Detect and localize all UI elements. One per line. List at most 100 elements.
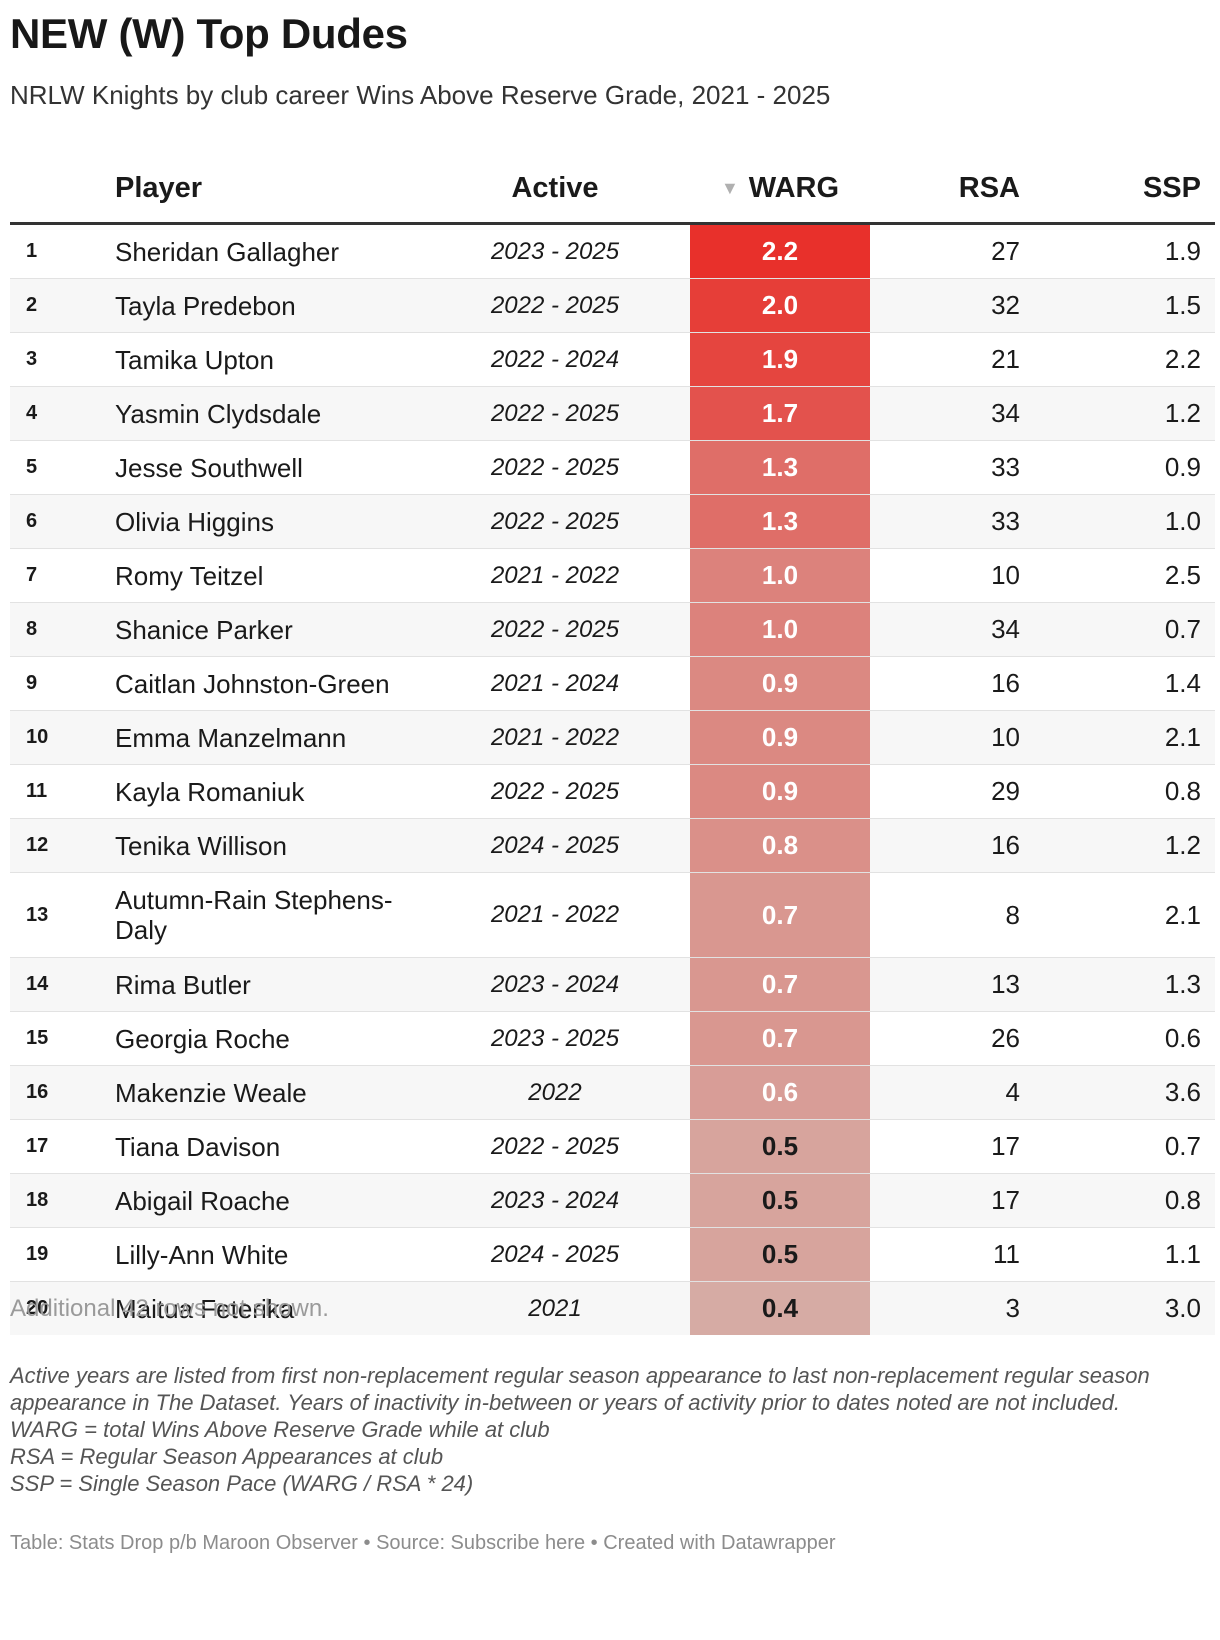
ssp-cell: 2.1 bbox=[1020, 872, 1215, 958]
chart-subtitle: NRLW Knights by club career Wins Above R… bbox=[10, 80, 831, 110]
ssp-cell: 2.5 bbox=[1020, 548, 1215, 603]
rsa-cell: 33 bbox=[870, 440, 1020, 495]
rank-cell: 11 bbox=[10, 764, 115, 819]
ssp-cell: 3.6 bbox=[1020, 1065, 1215, 1120]
player-name-cell: Abigail Roache bbox=[115, 1173, 420, 1228]
warg-cell: 0.7 bbox=[690, 957, 870, 1012]
rows-not-shown-note: Additional 42 rows not shown. bbox=[10, 1295, 329, 1322]
warg-cell: 1.3 bbox=[690, 494, 870, 549]
active-years-cell: 2021 - 2022 bbox=[420, 710, 690, 765]
player-name-cell: Romy Teitzel bbox=[115, 548, 420, 603]
ssp-cell: 0.7 bbox=[1020, 1119, 1215, 1174]
rank-cell: 14 bbox=[10, 957, 115, 1012]
warg-cell: 0.7 bbox=[690, 1011, 870, 1066]
player-name-cell: Autumn-Rain Stephens-Daly bbox=[115, 872, 420, 958]
warg-cell: 0.5 bbox=[690, 1119, 870, 1174]
rank-cell: 19 bbox=[10, 1227, 115, 1282]
player-name-cell: Tenika Willison bbox=[115, 818, 420, 873]
player-name-cell: Jesse Southwell bbox=[115, 440, 420, 495]
table-row: 11 Kayla Romaniuk 2022 - 2025 0.9 29 0.8 bbox=[10, 764, 1215, 819]
footer-created-with-link[interactable]: Created with Datawrapper bbox=[603, 1532, 836, 1554]
rank-cell: 13 bbox=[10, 872, 115, 958]
column-header-player[interactable]: Player bbox=[115, 155, 420, 225]
player-name-cell: Maitua Feterika bbox=[115, 1281, 420, 1335]
table-row: 10 Emma Manzelmann 2021 - 2022 0.9 10 2.1 bbox=[10, 710, 1215, 765]
rsa-cell: 17 bbox=[870, 1173, 1020, 1228]
rsa-cell: 3 bbox=[870, 1281, 1020, 1335]
rsa-cell: 10 bbox=[870, 548, 1020, 603]
rsa-cell: 13 bbox=[870, 957, 1020, 1012]
warg-cell: 0.6 bbox=[690, 1065, 870, 1120]
note-active-years: Active years are listed from first non-r… bbox=[10, 1363, 1150, 1415]
player-name-cell: Tayla Predebon bbox=[115, 278, 420, 333]
player-name-cell: Rima Butler bbox=[115, 957, 420, 1012]
ssp-cell: 0.8 bbox=[1020, 764, 1215, 819]
active-years-cell: 2022 - 2025 bbox=[420, 278, 690, 333]
column-header-ssp[interactable]: SSP bbox=[1020, 155, 1215, 225]
rank-cell: 3 bbox=[10, 332, 115, 387]
player-name-cell: Tamika Upton bbox=[115, 332, 420, 387]
table-row: 3 Tamika Upton 2022 - 2024 1.9 21 2.2 bbox=[10, 332, 1215, 387]
table-row: 12 Tenika Willison 2024 - 2025 0.8 16 1.2 bbox=[10, 818, 1215, 873]
active-years-cell: 2022 - 2025 bbox=[420, 440, 690, 495]
warg-cell: 2.0 bbox=[690, 278, 870, 333]
warg-cell: 0.7 bbox=[690, 872, 870, 958]
active-years-cell: 2023 - 2024 bbox=[420, 957, 690, 1012]
active-years-cell: 2021 - 2024 bbox=[420, 656, 690, 711]
stats-table: Player Active ▼ WARG RSA SSP 1 Sheridan Ga… bbox=[10, 155, 1215, 1335]
table-row: 14 Rima Butler 2023 - 2024 0.7 13 1.3 bbox=[10, 957, 1215, 1012]
ssp-cell: 1.4 bbox=[1020, 656, 1215, 711]
player-name-cell: Kayla Romaniuk bbox=[115, 764, 420, 819]
ssp-cell: 1.0 bbox=[1020, 494, 1215, 549]
note-ssp-definition: SSP = Single Season Pace (WARG / RSA * 2… bbox=[10, 1471, 474, 1496]
rank-cell: 1 bbox=[10, 223, 115, 279]
rank-cell: 9 bbox=[10, 656, 115, 711]
rsa-cell: 34 bbox=[870, 386, 1020, 441]
warg-cell: 0.9 bbox=[690, 710, 870, 765]
rsa-cell: 32 bbox=[870, 278, 1020, 333]
warg-cell: 1.9 bbox=[690, 332, 870, 387]
active-years-cell: 2021 bbox=[420, 1281, 690, 1335]
column-header-rsa[interactable]: RSA bbox=[870, 155, 1020, 225]
rsa-cell: 33 bbox=[870, 494, 1020, 549]
active-years-cell: 2022 - 2025 bbox=[420, 1119, 690, 1174]
warg-cell: 1.0 bbox=[690, 548, 870, 603]
active-years-cell: 2024 - 2025 bbox=[420, 818, 690, 873]
column-header-warg[interactable]: ▼ WARG bbox=[690, 155, 870, 225]
player-name-cell: Emma Manzelmann bbox=[115, 710, 420, 765]
note-warg-definition: WARG = total Wins Above Reserve Grade wh… bbox=[10, 1417, 550, 1442]
table-row: 16 Makenzie Weale 2022 0.6 4 3.6 bbox=[10, 1065, 1215, 1120]
rank-cell: 5 bbox=[10, 440, 115, 495]
ssp-cell: 2.2 bbox=[1020, 332, 1215, 387]
player-name-cell: Georgia Roche bbox=[115, 1011, 420, 1066]
rsa-cell: 8 bbox=[870, 872, 1020, 958]
rank-cell: 20 bbox=[10, 1281, 115, 1335]
table-row: 1 Sheridan Gallagher 2023 - 2025 2.2 27 1.9 bbox=[10, 223, 1215, 279]
table-row: 7 Romy Teitzel 2021 - 2022 1.0 10 2.5 bbox=[10, 548, 1215, 603]
table-row: 6 Olivia Higgins 2022 - 2025 1.3 33 1.0 bbox=[10, 494, 1215, 549]
note-rsa-definition: RSA = Regular Season Appearances at club bbox=[10, 1444, 444, 1469]
rsa-cell: 16 bbox=[870, 656, 1020, 711]
table-row: 8 Shanice Parker 2022 - 2025 1.0 34 0.7 bbox=[10, 602, 1215, 657]
ssp-cell: 1.5 bbox=[1020, 278, 1215, 333]
column-header-warg-label: WARG bbox=[748, 172, 840, 204]
rank-cell: 8 bbox=[10, 602, 115, 657]
rsa-cell: 21 bbox=[870, 332, 1020, 387]
active-years-cell: 2022 - 2025 bbox=[420, 386, 690, 441]
table-row: 5 Jesse Southwell 2022 - 2025 1.3 33 0.9 bbox=[10, 440, 1215, 495]
ssp-cell: 0.8 bbox=[1020, 1173, 1215, 1228]
warg-cell: 0.5 bbox=[690, 1173, 870, 1228]
active-years-cell: 2023 - 2025 bbox=[420, 1011, 690, 1066]
table-row: 2 Tayla Predebon 2022 - 2025 2.0 32 1.5 bbox=[10, 278, 1215, 333]
table-row: 17 Tiana Davison 2022 - 2025 0.5 17 0.7 bbox=[10, 1119, 1215, 1174]
sort-descending-icon: ▼ bbox=[720, 178, 739, 198]
column-header-active[interactable]: Active bbox=[420, 155, 690, 225]
ssp-cell: 1.2 bbox=[1020, 386, 1215, 441]
rsa-cell: 26 bbox=[870, 1011, 1020, 1066]
footer-table-credit: Table: Stats Drop p/b Maroon Observer bbox=[10, 1532, 358, 1554]
rank-cell: 12 bbox=[10, 818, 115, 873]
footer-source-link[interactable]: Source: Subscribe here bbox=[376, 1532, 586, 1554]
column-header-rank[interactable] bbox=[10, 155, 115, 225]
ssp-cell: 0.7 bbox=[1020, 602, 1215, 657]
ssp-cell: 1.2 bbox=[1020, 818, 1215, 873]
